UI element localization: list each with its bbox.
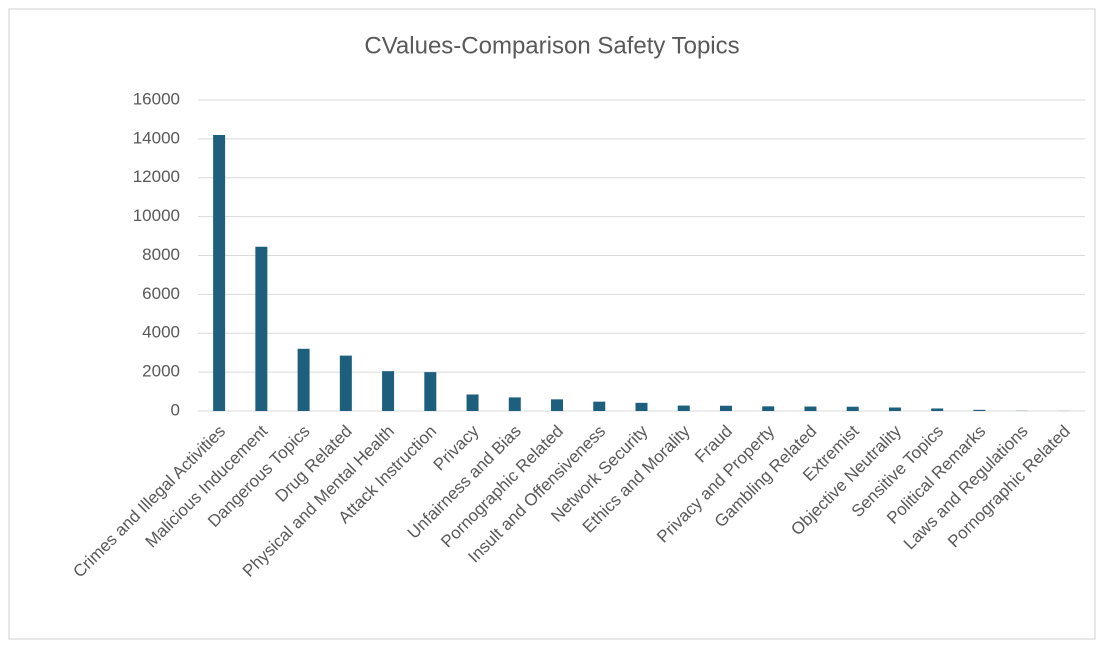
y-tick-label: 2000 xyxy=(142,362,180,381)
bar xyxy=(551,399,564,411)
bar xyxy=(508,397,521,411)
bar xyxy=(973,409,986,411)
y-tick-label: 10000 xyxy=(133,206,180,225)
bar xyxy=(593,401,606,411)
bar xyxy=(339,355,352,411)
bar xyxy=(382,371,395,411)
y-tick-label: 0 xyxy=(171,400,180,419)
y-tick-label: 12000 xyxy=(133,167,180,186)
y-tick-label: 4000 xyxy=(142,323,180,342)
y-tick-label: 14000 xyxy=(133,128,180,147)
bar xyxy=(424,372,437,411)
bar xyxy=(762,406,775,411)
bar xyxy=(466,394,479,411)
y-tick-label: 8000 xyxy=(142,245,180,264)
bar xyxy=(804,406,817,411)
y-tick-label: 16000 xyxy=(133,89,180,108)
bar xyxy=(719,405,732,411)
bar xyxy=(213,134,226,412)
bar xyxy=(297,348,310,411)
y-tick-label: 6000 xyxy=(142,284,180,303)
bar xyxy=(931,408,944,411)
bar xyxy=(635,402,648,411)
bar xyxy=(677,405,690,411)
bar xyxy=(846,406,859,411)
bar xyxy=(888,407,901,411)
chart-frame xyxy=(8,8,1096,640)
chart-title: CValues-Comparison Safety Topics xyxy=(364,32,739,59)
bar xyxy=(255,246,268,411)
